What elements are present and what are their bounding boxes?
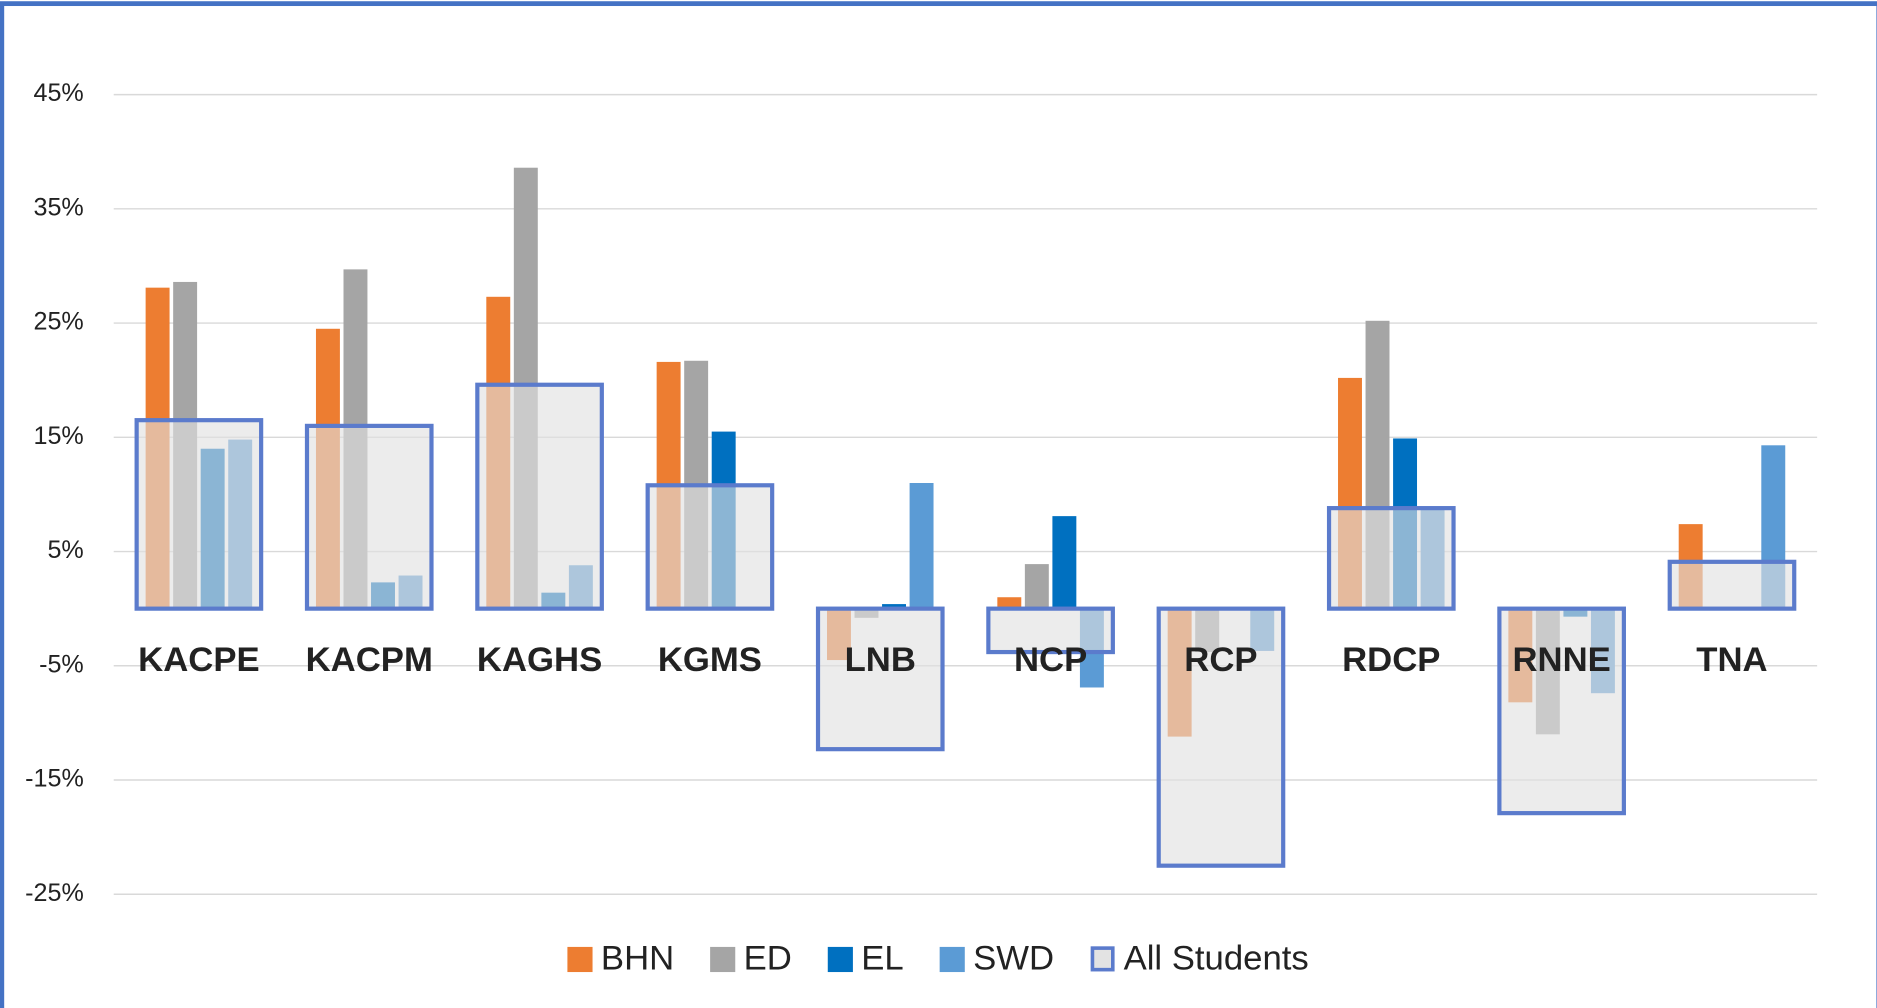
overlay-box — [986, 606, 1115, 655]
overlay-box — [475, 382, 604, 611]
y-tick-label: 15% — [33, 422, 83, 450]
legend-item: All Students — [1090, 939, 1309, 977]
bar — [882, 604, 906, 609]
legend-swatch — [1090, 946, 1115, 972]
legend-swatch — [567, 946, 593, 973]
overlay-box — [134, 418, 264, 611]
overlay-box — [1156, 606, 1286, 868]
category-label: RDCP — [1342, 641, 1440, 679]
category-label: RCP — [1184, 641, 1257, 679]
y-tick-label: -5% — [39, 650, 84, 678]
y-tick-label: 25% — [33, 308, 83, 336]
y-tick-label: 45% — [33, 79, 83, 107]
legend-label: All Students — [1124, 939, 1309, 977]
overlay-boxes — [134, 382, 1797, 868]
legend-item: ED — [710, 939, 792, 977]
category-label: KACPE — [138, 641, 259, 679]
overlay-box — [304, 423, 434, 611]
bar — [909, 483, 934, 609]
legend-swatch — [939, 946, 965, 973]
overlay-box — [1667, 559, 1797, 611]
legend: BHN ED EL SWD All Students — [567, 939, 1309, 977]
overlay-box — [1497, 606, 1626, 816]
category-label: KACPM — [306, 641, 433, 679]
legend-item: BHN — [567, 939, 674, 977]
bar — [997, 597, 1022, 609]
category-label: KAGHS — [477, 641, 602, 679]
y-tick-label: -15% — [25, 765, 84, 793]
bar — [1024, 564, 1049, 609]
category-label: NCP — [1014, 641, 1087, 679]
legend-item: EL — [827, 939, 904, 977]
bar — [1052, 516, 1077, 609]
legend-item: SWD — [939, 939, 1054, 977]
y-tick-label: -25% — [25, 879, 84, 907]
legend-label: ED — [744, 939, 792, 977]
y-tick-label: 5% — [47, 536, 83, 564]
category-label: TNA — [1696, 641, 1767, 679]
y-tick-label: 35% — [33, 193, 83, 221]
labels: -25% -15% -5% 5% 15% 25% 35% 45% KACPE KACPM KAGHS… — [25, 79, 1768, 907]
overlay-box — [815, 606, 945, 752]
legend-swatch — [710, 946, 736, 973]
legend-swatch — [827, 946, 853, 973]
category-label: RNNE — [1512, 641, 1610, 679]
overlay-box — [1326, 506, 1456, 611]
overlay-box — [645, 483, 775, 611]
legend-label: BHN — [601, 939, 674, 977]
category-label: KGMS — [658, 641, 762, 679]
category-label: LNB — [845, 641, 916, 679]
legend-label: EL — [861, 939, 903, 977]
legend-label: SWD — [973, 939, 1054, 977]
